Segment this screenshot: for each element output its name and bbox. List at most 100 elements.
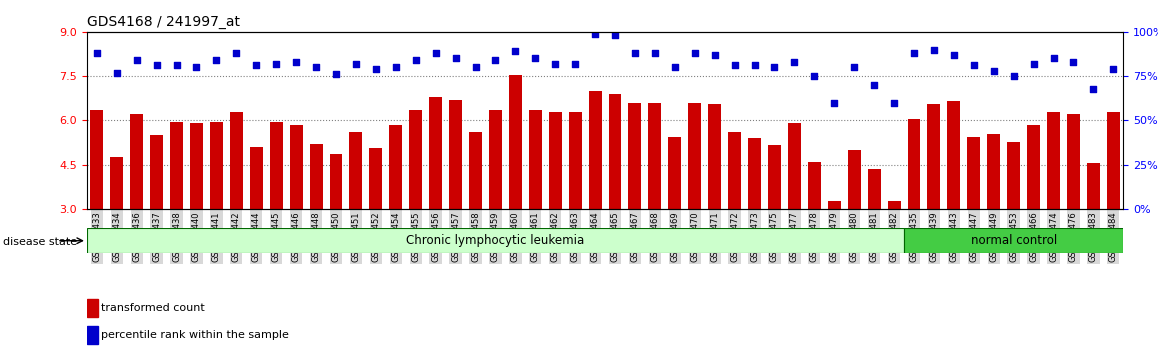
Point [147,63,166,68]
Bar [728,132,741,209]
Bar [768,145,780,209]
Point [127,57,146,63]
Point [1025,61,1043,67]
Bar [87,326,98,344]
Bar [430,97,442,209]
Bar [489,110,501,209]
Bar [808,162,821,209]
Bar [449,100,462,209]
Bar [110,157,123,209]
Bar [508,75,522,209]
Point [945,52,963,58]
Bar [648,103,661,209]
Bar [270,122,283,209]
Point [247,63,265,68]
Bar [1007,143,1020,209]
Point [486,57,505,63]
Point [307,64,325,70]
Bar [1067,114,1080,209]
Point [845,64,864,70]
Bar [290,125,302,209]
Point [327,72,345,77]
Bar [904,228,1123,253]
Bar [87,228,904,253]
Bar [87,299,98,317]
Point [287,59,306,65]
Bar [947,101,960,209]
Point [367,66,386,72]
Point [646,50,665,56]
Point [924,47,943,52]
Bar [709,104,721,209]
Text: normal control: normal control [970,234,1057,247]
Bar [229,112,243,209]
Point [705,52,724,58]
Point [904,50,923,56]
Point [88,50,107,56]
Bar [130,114,144,209]
Bar [1047,112,1060,209]
Point [108,70,126,75]
Bar [330,154,343,209]
Point [586,31,604,36]
Bar [668,137,681,209]
Bar [928,104,940,209]
Text: Chronic lymphocytic leukemia: Chronic lymphocytic leukemia [406,234,585,247]
Point [267,61,286,67]
Bar [151,135,163,209]
Bar [1027,125,1040,209]
Bar [967,137,981,209]
Point [824,100,843,105]
Point [1045,56,1063,61]
Bar [309,144,323,209]
Bar [988,134,1001,209]
Point [885,100,903,105]
Point [765,64,784,70]
Bar [190,123,203,209]
Point [686,50,704,56]
Point [1084,86,1102,91]
Point [606,33,624,38]
Bar [848,150,860,209]
Point [227,50,245,56]
Bar [170,122,183,209]
Bar [688,103,702,209]
Bar [748,138,761,209]
Point [506,48,525,54]
Bar [787,123,801,209]
Bar [908,119,921,209]
Bar [549,112,562,209]
Point [526,56,544,61]
Point [188,64,206,70]
Point [965,63,983,68]
Bar [409,110,423,209]
Bar [1107,112,1120,209]
Point [346,61,365,67]
Bar [350,132,362,209]
Point [1104,66,1122,72]
Bar [569,112,581,209]
Point [406,57,425,63]
Point [725,63,743,68]
Bar [1087,163,1100,209]
Point [207,57,226,63]
Point [1004,73,1023,79]
Bar [867,169,880,209]
Point [467,64,485,70]
Point [805,73,823,79]
Point [426,50,445,56]
Point [984,68,1003,74]
Text: GDS4168 / 241997_at: GDS4168 / 241997_at [87,16,240,29]
Point [865,82,884,88]
Text: transformed count: transformed count [102,303,205,313]
Point [545,61,564,67]
Point [1064,59,1083,65]
Text: percentile rank within the sample: percentile rank within the sample [102,330,290,341]
Point [746,63,764,68]
Bar [588,91,601,209]
Text: disease state: disease state [3,238,78,247]
Bar [609,94,622,209]
Point [625,50,644,56]
Bar [887,201,901,209]
Point [387,64,405,70]
